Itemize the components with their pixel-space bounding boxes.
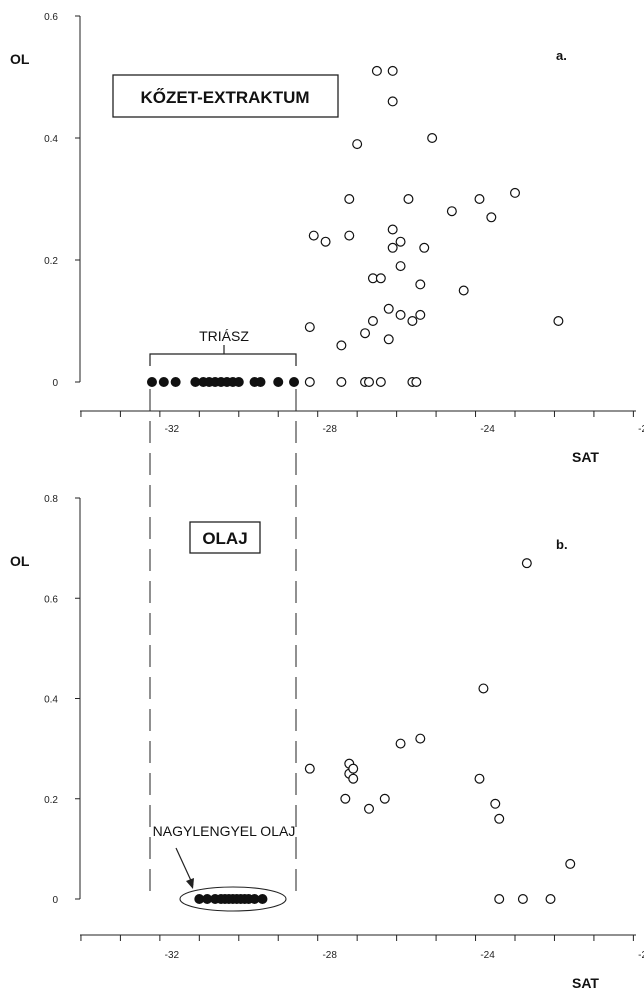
nagylengyel-arrowhead bbox=[186, 878, 194, 889]
panel-a-open-point bbox=[360, 328, 371, 339]
panel-a-y-axis-label: OL bbox=[10, 51, 30, 67]
panel-b-y-tick-label: 0.4 bbox=[44, 695, 58, 706]
panel-a-open-point bbox=[367, 316, 378, 327]
panel-a-y-tick-label: 0.2 bbox=[44, 256, 58, 267]
panel-b-open-point bbox=[494, 893, 505, 904]
panel-b-open-point bbox=[348, 763, 359, 774]
panel-a-open-point bbox=[446, 206, 457, 217]
panel-a-filled-point bbox=[233, 377, 244, 388]
panel-a-open-point bbox=[403, 194, 414, 205]
panel-b-x-tick-label: -28 bbox=[322, 950, 337, 961]
panel-a-y-tick-label: 0.4 bbox=[44, 134, 58, 145]
panel-a-open-point bbox=[474, 194, 485, 205]
panel-a-filled-point bbox=[158, 377, 169, 388]
panel-b-open-point bbox=[565, 858, 576, 869]
panel-a-open-point bbox=[407, 316, 418, 327]
panel-b-x-tick-label: -24 bbox=[480, 950, 495, 961]
panel-b-y-tick-label: 0.6 bbox=[44, 594, 58, 605]
panel-a-open-point bbox=[308, 230, 319, 241]
panel-b-open-point bbox=[364, 803, 375, 814]
panel-a-open-point bbox=[419, 242, 430, 253]
panel-a-box-label: KŐZET-EXTRAKTUM bbox=[140, 88, 309, 107]
panel-a-open-point bbox=[415, 309, 426, 320]
panel-b-x-tick-label: -32 bbox=[165, 950, 180, 961]
panel-b-open-point bbox=[521, 558, 532, 569]
panel-a-open-point bbox=[375, 273, 386, 284]
panel-a-open-point bbox=[383, 334, 394, 345]
panel-a-open-point bbox=[395, 309, 406, 320]
panel-a-open-point bbox=[320, 236, 331, 247]
panel-a-filled-point bbox=[170, 377, 181, 388]
panel-a-open-point bbox=[395, 261, 406, 272]
panel-a-open-point bbox=[553, 316, 564, 327]
panel-b-open-point bbox=[379, 793, 390, 804]
panel-a-open-point bbox=[383, 303, 394, 314]
panel-a-x-tick-label: -24 bbox=[480, 424, 495, 435]
panel-a-open-point bbox=[415, 279, 426, 290]
triasz-label: TRIÁSZ bbox=[199, 328, 249, 344]
panel-a-x-axis-label: SAT bbox=[572, 449, 599, 465]
panel-b-y-tick-label: 0.2 bbox=[44, 795, 58, 806]
panel-a-open-point bbox=[344, 230, 355, 241]
panel-b: OL SAT OLAJ b. NAGYLENGYEL OLAJ 0 0.2 0.4 0… bbox=[10, 494, 644, 991]
panel-a-open-point bbox=[510, 187, 521, 198]
panel-a-open-point bbox=[395, 236, 406, 247]
panel-a-open-point bbox=[427, 133, 438, 144]
panel-b-y-axis-label: OL bbox=[10, 553, 30, 569]
panel-b-open-point bbox=[490, 798, 501, 809]
panel-a-label: a. bbox=[556, 48, 567, 63]
panel-b-x-axis-label: SAT bbox=[572, 975, 599, 991]
panel-a-box-frame bbox=[112, 74, 339, 118]
panel-a-filled-point bbox=[289, 377, 300, 388]
panel-b-filled-point bbox=[257, 893, 268, 904]
panel-a-open-point bbox=[375, 377, 386, 388]
panel-b-open-point bbox=[304, 763, 315, 774]
panel-b-label: b. bbox=[556, 537, 568, 552]
nagylengyel-arrow bbox=[175, 847, 194, 886]
panel-b-y-tick-label: 0 bbox=[52, 895, 58, 906]
panel-a-filled-point bbox=[273, 377, 284, 388]
panel-a-open-point bbox=[387, 224, 398, 235]
panel-a-open-point bbox=[458, 285, 469, 296]
panel-a-open-point bbox=[344, 194, 355, 205]
panel-b-box-label: OLAJ bbox=[202, 529, 247, 548]
panel-a-open-point bbox=[304, 322, 315, 333]
panel-b-open-point bbox=[494, 813, 505, 824]
panel-a-open-point bbox=[486, 212, 497, 223]
panel-a: OL SAT KŐZET-EXTRAKTUM a. TRIÁSZ 0 0.2 0.4… bbox=[10, 12, 644, 465]
panel-a-x-tick-label: -28 bbox=[322, 424, 337, 435]
panel-b-open-point bbox=[545, 893, 556, 904]
panel-b-open-point bbox=[517, 893, 528, 904]
panel-a-open-point bbox=[336, 340, 347, 351]
panel-a-open-point bbox=[387, 96, 398, 107]
panel-a-open-point bbox=[411, 377, 422, 388]
panel-b-x-tick-label: -20 bbox=[638, 950, 644, 961]
panel-a-y-tick-label: 0.6 bbox=[44, 12, 58, 23]
panel-a-open-point bbox=[304, 377, 315, 388]
nagylengyel-label: NAGYLENGYEL OLAJ bbox=[153, 823, 296, 839]
panel-b-open-point bbox=[478, 683, 489, 694]
panel-a-y-tick-label: 0 bbox=[52, 378, 58, 389]
panel-a-x-tick-label: -20 bbox=[638, 424, 644, 435]
panel-b-open-point bbox=[340, 793, 351, 804]
nagylengyel-ellipse bbox=[179, 886, 287, 912]
panel-b-open-point bbox=[395, 738, 406, 749]
panel-a-filled-point bbox=[146, 377, 157, 388]
panel-b-open-point bbox=[348, 773, 359, 784]
panel-a-open-point bbox=[387, 65, 398, 76]
panel-a-filled-point bbox=[255, 377, 266, 388]
panel-b-open-point bbox=[474, 773, 485, 784]
triasz-bracket bbox=[149, 345, 297, 366]
panel-a-x-tick-label: -32 bbox=[165, 424, 180, 435]
panel-b-y-tick-label: 0.8 bbox=[44, 494, 58, 505]
panel-b-open-point bbox=[415, 733, 426, 744]
panel-a-open-point bbox=[352, 139, 363, 150]
panel-a-open-point bbox=[336, 377, 347, 388]
panel-b-box-frame bbox=[189, 521, 261, 554]
panel-a-open-point bbox=[371, 65, 382, 76]
panel-a-open-point bbox=[387, 242, 398, 253]
panel-a-open-point bbox=[364, 377, 375, 388]
